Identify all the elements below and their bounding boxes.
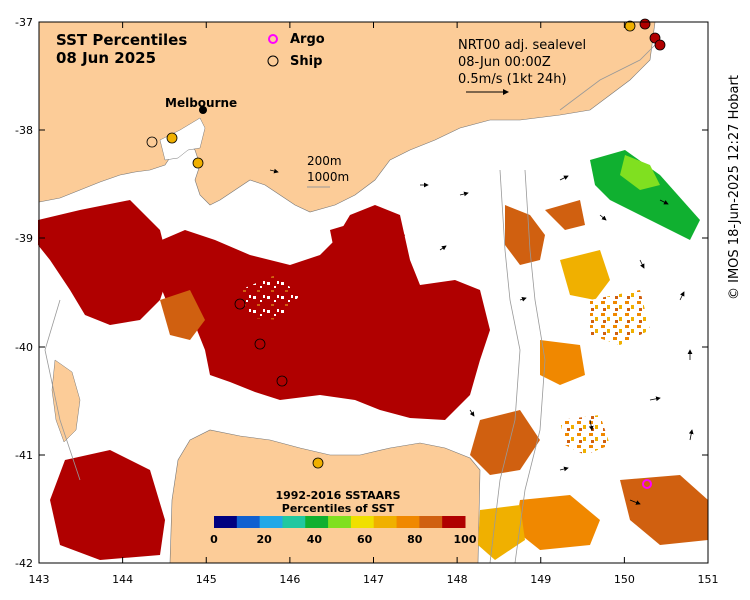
lon-tick-label: 149 (530, 573, 551, 586)
ship-legend-label: Ship (290, 54, 322, 69)
colorbar-title-2: Percentiles of SST (282, 502, 395, 515)
melbourne-marker (199, 106, 207, 114)
king-island (51, 359, 81, 443)
colorbar-swatch (350, 516, 375, 528)
current-scale-label: 0.5m/s (1kt 24h) (458, 72, 567, 87)
colorbar-swatch (396, 516, 420, 528)
argo-legend-icon (268, 34, 278, 44)
lat-tick-label: -41 (15, 449, 33, 462)
colorbar-ticks: 0 20 40 60 80 100 (210, 533, 477, 546)
lon-tick-label: 145 (196, 573, 217, 586)
colorbar-swatch (328, 516, 352, 528)
ship-legend-icon (267, 55, 279, 67)
lat-tick-label: -40 (15, 341, 33, 354)
lon-tick-label: 147 (363, 573, 384, 586)
colorbar-tick-label: 20 (257, 533, 273, 546)
latitude-axis: -37 -38 -39 -40 -41 -42 (15, 16, 708, 570)
port-phillip-bay (159, 117, 206, 161)
colorbar-swatch (419, 516, 443, 528)
colorbar (214, 516, 466, 528)
colorbar-tick-label: 40 (307, 533, 323, 546)
lon-tick-label: 150 (614, 573, 635, 586)
colorbar-swatch (236, 516, 261, 528)
colorbar-tick-label: 60 (357, 533, 373, 546)
colorbar-title-1: 1992-2016 SSTAARS (275, 489, 400, 502)
lon-tick-label: 151 (698, 573, 719, 586)
map-date: 08 Jun 2025 (56, 49, 156, 67)
sealevel-time: 08-Jun 00:00Z (458, 55, 551, 70)
contour-200m-label: 200m (307, 154, 342, 168)
imos-credit: © IMOS 18-Jun-2025 12:27 Hobart (727, 75, 742, 300)
sst-data-layer (38, 150, 708, 560)
melbourne-label: Melbourne (165, 96, 237, 110)
ship-markers (146, 18, 666, 469)
sealevel-label: NRT00 adj. sealevel (458, 38, 586, 53)
lon-tick-label: 144 (112, 573, 133, 586)
colorbar-swatch (442, 516, 466, 528)
colorbar-swatch (259, 516, 283, 528)
colorbar-swatch (214, 516, 238, 528)
current-vectors (269, 168, 694, 505)
colorbar-tick-label: 80 (407, 533, 423, 546)
longitude-axis: 143 144 145 146 147 148 149 150 151 (29, 22, 719, 586)
tasmania-land (169, 429, 481, 564)
lon-tick-label: 146 (279, 573, 300, 586)
lon-tick-label: 143 (29, 573, 50, 586)
lat-tick-label: -37 (15, 16, 33, 29)
colorbar-swatch (373, 516, 398, 528)
colorbar-swatch (282, 516, 306, 528)
map-title: SST Percentiles (56, 31, 187, 49)
lat-tick-label: -42 (15, 557, 33, 570)
lat-tick-label: -38 (15, 124, 33, 137)
bathymetry-contours (44, 39, 661, 564)
colorbar-tick-label: 100 (454, 533, 477, 546)
colorbar-tick-label: 0 (210, 533, 218, 546)
colorbar-swatch (305, 516, 329, 528)
argo-marker-map (642, 479, 652, 489)
lon-tick-label: 148 (447, 573, 468, 586)
contour-1000m-label: 1000m (307, 170, 349, 184)
victoria-land (38, 21, 656, 213)
lat-tick-label: -39 (15, 232, 33, 245)
argo-legend-label: Argo (290, 32, 325, 47)
